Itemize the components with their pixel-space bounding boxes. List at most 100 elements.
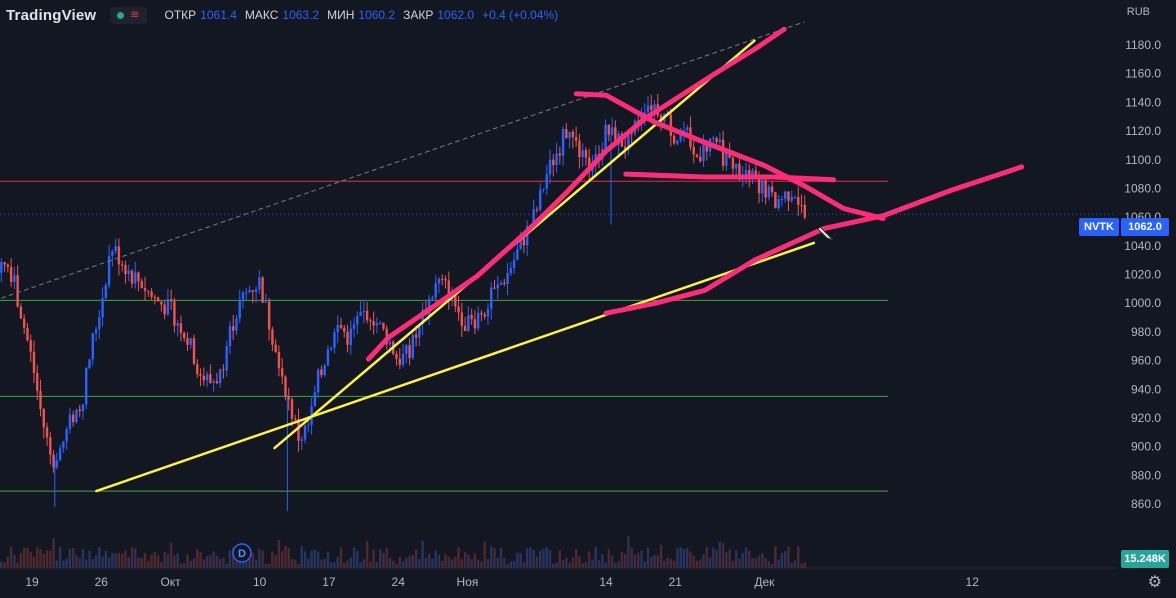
volume-bar [414,549,418,568]
candle-body [408,345,411,358]
candle-body [169,299,173,302]
y-tick-label: 1040.0 [1124,239,1161,253]
volume-bar [535,556,539,568]
candle-body [718,139,722,143]
candle-body [699,156,702,162]
volume-bar [385,547,388,568]
volume-bar [153,552,157,568]
volume-bar [793,560,797,568]
candle-body [486,308,490,317]
candle-body [356,315,359,325]
volume-bar [365,541,369,568]
candle-body [49,437,52,455]
volume-bar [261,550,264,568]
candle-body [9,266,13,283]
volume-bar [519,553,522,568]
volume-bar [271,551,274,568]
y-tick-label: 1180.0 [1125,38,1161,52]
candle-body [610,127,614,135]
volume-bar [277,540,281,568]
candle-body [62,441,65,449]
volume-bar [516,552,519,568]
tradingview-logo[interactable]: TradingView [6,6,97,24]
candle-body [679,133,682,141]
volume-bar [506,563,509,568]
volume-bar [467,554,470,568]
volume-bar [264,563,268,568]
candle-body [401,353,405,365]
candle-body [349,328,352,345]
volume-bar [800,563,803,568]
candle-body [734,163,738,169]
candle-body [65,429,68,442]
candle-body [715,137,718,143]
volume-bar [450,559,454,568]
volume-bar [774,546,777,568]
volume-bar [232,547,235,568]
freehand-drawings[interactable] [366,26,1025,362]
candle-body [81,404,85,412]
volume-bar [156,555,160,568]
candle-body [258,277,261,290]
y-axis-background [1115,0,1176,598]
volume-bar [26,547,29,568]
candle-body [196,363,199,375]
candle-body [114,246,117,252]
candle-body [519,238,522,250]
volume-bar [676,548,679,568]
candle-body [209,374,212,383]
candle-body [712,137,715,139]
volume-bar [339,547,343,568]
dividend-marker-label: D [238,548,246,560]
y-tick-label: 920.0 [1131,411,1161,425]
candle-body [483,314,486,317]
candle-body [787,191,790,201]
candle-body [88,359,91,369]
volume-bar [411,554,415,568]
volume-bar [58,546,62,568]
x-tick-label: 24 [392,575,406,589]
dashed-trend-line [0,21,805,300]
pencil-cursor-icon [817,226,834,241]
volume-bar [114,553,117,568]
low-value: 1060.2 [358,8,396,22]
ohlc-legend: ОТКР 1061.4 МАКС 1063.2 МИН 1060.2 ЗАКР … [165,8,559,22]
currency-label[interactable]: RUB [1126,6,1150,18]
x-tick-label: 21 [669,575,683,589]
volume-bar [797,546,800,568]
candle-body [604,124,607,150]
candle-body [542,188,545,190]
volume-bar [460,559,464,568]
candle-body [783,191,787,199]
candle-body [614,127,617,145]
volume-bar [434,550,437,568]
market-status[interactable]: ≋ [110,6,147,24]
candle-body [111,251,114,257]
candle-body [343,327,346,332]
volume-bar [375,562,379,568]
candle-body [503,282,506,285]
x-axis[interactable]: 19 26 Окт 10 17 24 Ноя 14 21 Дек 12 [0,567,1115,589]
candle-body [411,334,415,358]
candle-body [774,192,777,209]
pink-drawing-stroke [623,171,837,183]
volume-bar [633,554,637,568]
candle-body [248,290,251,293]
candle-body [490,287,493,309]
volume-bar [68,549,72,568]
y-axis[interactable]: 860.0 880.0 900.0 920.0 940.0 960.0 980.0 1000.… [1115,0,1176,598]
volume-bar [685,548,689,568]
candle-body [218,369,222,384]
candle-body [274,344,277,352]
candle-body [378,322,382,324]
volume-bar [689,551,692,568]
candle-body [797,197,800,205]
volume-bar [297,563,300,568]
symbol-badge[interactable]: NVTK [1079,218,1119,236]
candle-body [418,323,421,338]
volume-bar [659,544,663,568]
settings-gear-icon[interactable]: ⚙ [1147,574,1162,591]
volume-bar [751,558,754,568]
volume-bar [503,558,506,568]
